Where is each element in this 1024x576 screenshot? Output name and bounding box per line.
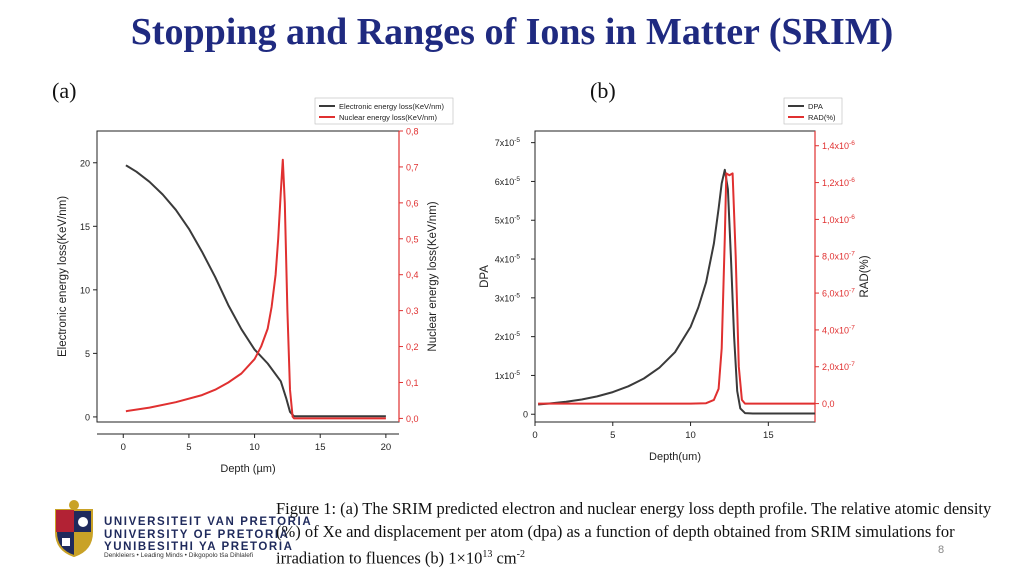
- chart-b: 0 5 10 15 Depth(um) 0 1x10-5 2x10-5 3x10-5 4x10-5…: [479, 97, 871, 463]
- x-axis-label: Depth (µm): [220, 463, 275, 475]
- y-left-tick-label: 2x10-5: [495, 331, 521, 342]
- y-right-tick-label: 1,0x10-6: [822, 214, 855, 225]
- x-tick-label: 15: [763, 430, 774, 441]
- y-left-tick-label: 5: [85, 349, 90, 359]
- y-right-tick-label: 0,7: [406, 162, 419, 172]
- figure-caption: Figure 1: (a) The SRIM predicted electro…: [276, 497, 996, 570]
- y-left-tick-label: 0: [523, 410, 528, 420]
- y-right-tick-label: 2,0x10-7: [822, 361, 855, 372]
- y-right-tick-label: 0,0: [406, 414, 419, 424]
- y-left-tick-label: 3x10-5: [495, 292, 521, 303]
- x-tick-label: 10: [685, 430, 696, 441]
- y-left-tick-label: 15: [80, 222, 90, 232]
- legend-box: [314, 97, 454, 125]
- slide-title: Stopping and Ranges of Ions in Matter (S…: [130, 11, 894, 53]
- caption-tail: cm: [492, 548, 517, 568]
- y-right-tick-label: 0,4: [406, 270, 419, 280]
- university-logo: [50, 500, 290, 560]
- y-right-axis-label: Nuclear energy loss(KeV/nm): [427, 201, 439, 351]
- y-right-axis-label: RAD(%): [859, 255, 871, 297]
- series-line-secondary: [538, 172, 815, 405]
- x-axis-label: Depth(um): [649, 451, 701, 463]
- y-right-tick-label: 4,0x10-7: [822, 324, 855, 335]
- university-motto: Denkleiers • Leading Minds • Dikgopolo t…: [104, 552, 254, 559]
- plot-frame: [534, 130, 816, 423]
- univ-line-1: UNIVERSITEIT VAN PRETORIA: [104, 516, 313, 528]
- chart-a: 0 5 10 15 20 Depth (µm) 0 5 10 15 20 Electronic ene…: [57, 97, 454, 475]
- legend-entry: RAD(%): [808, 113, 836, 122]
- legend-entry: Nuclear energy loss(KeV/nm): [339, 113, 437, 122]
- x-tick-label: 0: [532, 430, 537, 441]
- crest-icon: [55, 500, 93, 558]
- y-right-tick-label: 0,8: [406, 127, 419, 137]
- legend-entry: Electronic energy loss(KeV/nm): [339, 102, 445, 111]
- series-line-primary: [538, 168, 815, 415]
- y-left-tick-label: 10: [80, 285, 90, 295]
- university-name: UNIVERSITEIT VAN PRETORIA UNIVERSITY OF …: [104, 516, 312, 554]
- y-right-tick-label: 0,3: [406, 306, 419, 316]
- slide-number: 8: [938, 544, 945, 556]
- x-tick-label: 10: [249, 442, 260, 453]
- series-line-secondary: [125, 158, 386, 420]
- y-left-tick-label: 1x10-5: [495, 370, 521, 381]
- x-tick-label: 5: [610, 430, 615, 441]
- plot-frame: [96, 130, 400, 423]
- caption-exponent: 13: [482, 549, 493, 560]
- legend-box: [783, 97, 843, 125]
- y-right-tick-label: 0,0: [822, 399, 835, 409]
- y-right-tick-label: 1,4x10-6: [822, 140, 855, 151]
- y-right-tick-label: 0,1: [406, 378, 419, 388]
- caption-unit-exponent: -2: [516, 549, 525, 560]
- y-left-axis-label: Electronic energy loss(KeV/nm): [57, 196, 69, 357]
- y-left-tick-label: 7x10-5: [495, 137, 521, 148]
- y-right-tick-label: 6,0x10-7: [822, 288, 855, 299]
- legend-entry: DPA: [808, 102, 823, 111]
- y-right-tick-label: 0,6: [406, 198, 419, 208]
- y-left-tick-label: 4x10-5: [495, 254, 521, 265]
- series-line-primary: [125, 164, 386, 418]
- caption-text: Figure 1: (a) The SRIM predicted electro…: [276, 499, 992, 568]
- x-tick-label: 5: [186, 442, 191, 453]
- univ-line-3: YUNIBESITHI YA PRETORIA: [104, 541, 294, 553]
- x-tick-label: 20: [381, 442, 392, 453]
- y-left-tick-label: 20: [80, 158, 90, 168]
- y-right-tick-label: 0,2: [406, 342, 419, 352]
- y-left-tick-label: 0: [85, 412, 90, 422]
- y-left-tick-label: 5x10-5: [495, 215, 521, 226]
- y-left-tick-label: 6x10-5: [495, 176, 521, 187]
- y-right-tick-label: 0,5: [406, 234, 419, 244]
- panel-label-b: (b): [590, 78, 616, 103]
- x-tick-label: 15: [315, 442, 326, 453]
- y-left-axis-label: DPA: [479, 265, 491, 288]
- panel-label-a: (a): [52, 78, 77, 103]
- univ-line-2: UNIVERSITY OF PRETORIA: [104, 528, 290, 541]
- x-tick-label: 0: [121, 442, 126, 453]
- y-right-tick-label: 8,0x10-7: [822, 251, 855, 262]
- y-right-tick-label: 1,2x10-6: [822, 177, 855, 188]
